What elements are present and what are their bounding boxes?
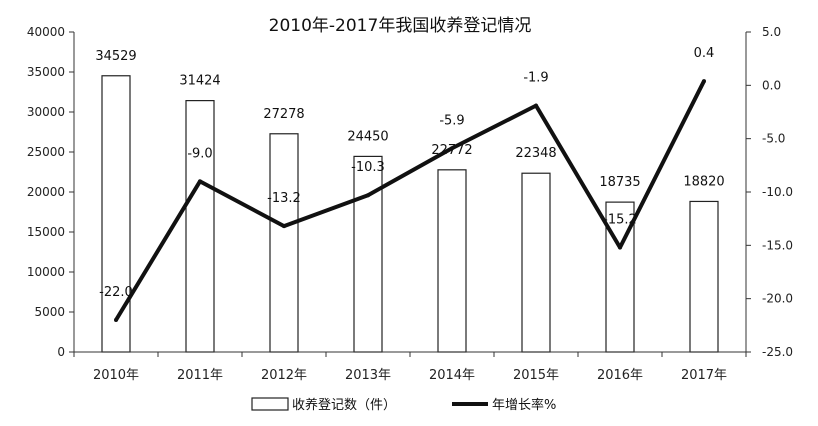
line-data-label: -9.0 xyxy=(187,146,212,161)
bar xyxy=(521,172,551,353)
x-tick-label: 2013年 xyxy=(345,368,391,383)
left-tick-label: 5000 xyxy=(34,305,65,319)
bar xyxy=(437,169,467,353)
bar xyxy=(269,133,299,353)
x-tick-label: 2015年 xyxy=(513,368,559,383)
line-point xyxy=(618,245,622,250)
left-tick-label: 0 xyxy=(57,345,65,359)
x-tick-label: 2011年 xyxy=(177,368,223,383)
bar-data-label: 18735 xyxy=(599,175,640,190)
left-tick-label: 35000 xyxy=(27,65,65,79)
x-axis: 2010年 2011年 2012年 2013年 2014年 2015年 2016年 2017年 xyxy=(73,351,747,383)
line-point xyxy=(366,193,370,198)
right-axis: -25.0 -20.0 -15.0 -10.0 -5.0 0.0 5.0 xyxy=(745,25,793,359)
legend: 收养登记数（件） 年增长率% xyxy=(251,397,556,413)
line-data-label: -5.9 xyxy=(439,113,464,128)
right-tick-label: -5.0 xyxy=(762,132,785,146)
legend-line-label: 年增长率% xyxy=(492,397,556,413)
bar-data-label: 27278 xyxy=(263,107,304,122)
line-point xyxy=(450,146,454,151)
right-tick-label: 5.0 xyxy=(762,25,781,39)
growth-line xyxy=(114,80,706,322)
left-tick-label: 30000 xyxy=(27,105,65,119)
left-tick-label: 20000 xyxy=(27,185,65,199)
legend-bar-label: 收养登记数（件） xyxy=(292,397,396,413)
x-tick-label: 2014年 xyxy=(429,368,475,383)
x-tick-label: 2017年 xyxy=(681,368,727,383)
line-data-label: -15.2 xyxy=(603,212,637,227)
line-series: -22.0 -9.0 -13.2 -10.3 -5.9 -1.9 -15.2 0.4 xyxy=(99,46,714,322)
x-tick-label: 2016年 xyxy=(597,368,643,383)
line-data-label: 0.4 xyxy=(694,46,715,61)
line-point xyxy=(282,224,286,229)
left-tick-label: 15000 xyxy=(27,225,65,239)
right-tick-label: -15.0 xyxy=(762,238,793,252)
x-tick-label: 2010年 xyxy=(93,368,139,383)
bar-data-label: 18820 xyxy=(683,174,724,189)
right-tick-label: -10.0 xyxy=(762,185,793,199)
legend-bar-swatch xyxy=(251,397,289,411)
bar-data-label: 22348 xyxy=(515,146,556,161)
bar xyxy=(185,100,215,353)
line-point xyxy=(114,318,118,322)
left-axis: 0 5000 10000 15000 20000 25000 30000 35000 40000 xyxy=(27,25,75,359)
left-tick-label: 10000 xyxy=(27,265,65,279)
line-point xyxy=(702,79,706,84)
line-data-label: -22.0 xyxy=(99,285,133,300)
left-tick-label: 40000 xyxy=(27,25,65,39)
right-tick-label: 0.0 xyxy=(762,78,781,92)
line-data-label: -13.2 xyxy=(267,191,301,206)
x-tick-label: 2012年 xyxy=(261,368,307,383)
chart-title: 2010年-2017年我国收养登记情况 xyxy=(269,16,532,36)
left-tick-label: 25000 xyxy=(27,145,65,159)
bar xyxy=(101,75,131,353)
line-point xyxy=(198,179,202,184)
line-data-label: -10.3 xyxy=(351,160,385,175)
line-point xyxy=(534,103,538,108)
right-tick-label: -20.0 xyxy=(762,292,793,306)
bar-data-label: 34529 xyxy=(95,49,136,64)
bar xyxy=(689,200,719,353)
bar xyxy=(353,155,383,353)
right-tick-label: -25.0 xyxy=(762,345,793,359)
bar-data-label: 24450 xyxy=(347,129,388,144)
bar-data-label: 31424 xyxy=(179,74,220,89)
line-data-label: -1.9 xyxy=(523,71,548,86)
